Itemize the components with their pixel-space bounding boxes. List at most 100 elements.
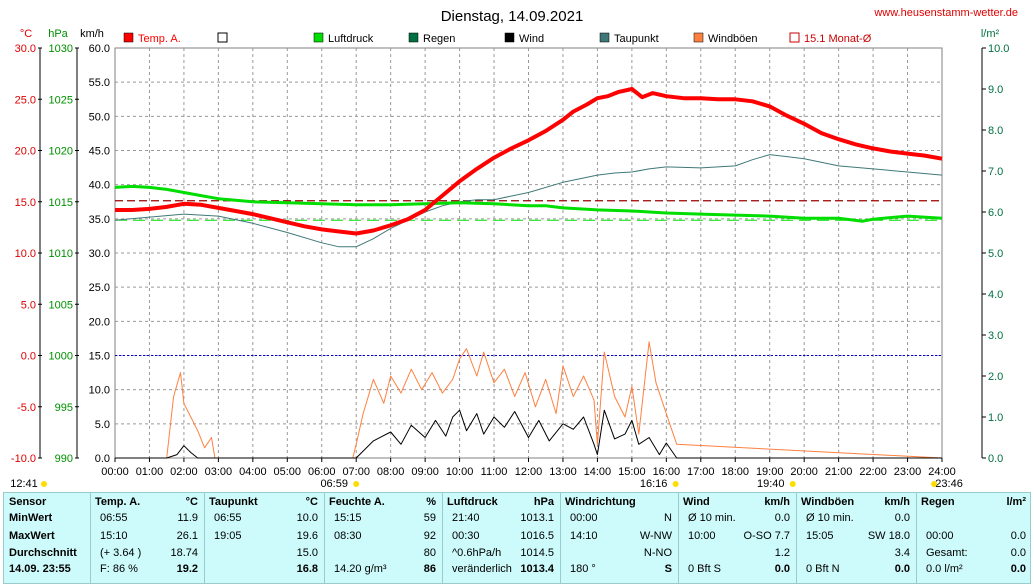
cell-value: 26.1 bbox=[176, 530, 198, 542]
cell-time: 00:30 bbox=[452, 530, 480, 542]
weather-chart: 00:00 01:00 02:00 03:00 04:00 05:00 06:00 07:00… bbox=[10, 7, 1018, 490]
table-divider bbox=[796, 493, 797, 583]
x-tick-label: 15:00 bbox=[618, 466, 646, 478]
cell-time: 00:00 bbox=[570, 512, 598, 524]
rain-tick-label: 5.0 bbox=[988, 248, 1003, 260]
cell-time: 19:05 bbox=[214, 530, 242, 542]
pressure-tick-label: 1020 bbox=[49, 146, 73, 158]
temp-tick-label: 5.0 bbox=[21, 299, 36, 311]
pressure-line bbox=[114, 184, 943, 223]
pressure-tick-label: 995 bbox=[55, 402, 73, 414]
cell-value: N bbox=[664, 512, 672, 524]
sun-marker-dot bbox=[931, 481, 938, 487]
sun-marker-label: 19:40 bbox=[757, 478, 785, 490]
cell-foot-text: 0 Bft S bbox=[688, 563, 722, 575]
cell-time: Ø 10 min. bbox=[688, 512, 736, 524]
column-title: Feuchte A. bbox=[329, 496, 385, 508]
cell-value: 1014.5 bbox=[520, 547, 554, 559]
cell-value: 59 bbox=[423, 512, 436, 524]
sun-marker-label: 06:59 bbox=[320, 478, 348, 490]
legend-label: 15.1 Monat-Ø bbox=[804, 33, 872, 45]
sun-marker-dot bbox=[789, 481, 796, 487]
temp-tick-label: 15.0 bbox=[15, 197, 36, 209]
x-tick-label: 09:00 bbox=[411, 466, 439, 478]
x-tick-label: 13:00 bbox=[549, 466, 577, 478]
temp-tick-label: 20.0 bbox=[15, 146, 36, 158]
cell-value: 15.0 bbox=[296, 547, 318, 559]
wind-tick-label: 60.0 bbox=[89, 43, 110, 55]
cell-value: 1013.1 bbox=[520, 512, 554, 524]
x-tick-label: 19:00 bbox=[756, 466, 784, 478]
column-title: Temp. A. bbox=[95, 496, 141, 508]
cell-time: 21:40 bbox=[452, 512, 480, 524]
cell-time: 08:30 bbox=[334, 530, 362, 542]
cell-foot-text: 0.0 l/m² bbox=[926, 563, 963, 575]
cell-foot-value: 0.0 bbox=[774, 563, 790, 575]
cell-time: 06:55 bbox=[214, 512, 242, 524]
x-tick-label: 01:00 bbox=[136, 466, 164, 478]
pressure-tick-label: 1015 bbox=[49, 197, 73, 209]
table-divider bbox=[442, 493, 443, 583]
x-tick-label: 07:00 bbox=[342, 466, 370, 478]
x-tick-label: 21:00 bbox=[825, 466, 853, 478]
cell-value: 1.2 bbox=[774, 547, 790, 559]
temp-tick-label: 25.0 bbox=[15, 94, 36, 106]
wind-tick-label: 15.0 bbox=[89, 351, 110, 363]
x-tick-label: 14:00 bbox=[584, 466, 612, 478]
pressure-unit: hPa bbox=[48, 28, 68, 40]
cell-value: 11.9 bbox=[177, 512, 198, 524]
temp-tick-label: 0.0 bbox=[21, 351, 36, 363]
column-unit: °C bbox=[185, 496, 198, 508]
x-tick-label: 04:00 bbox=[239, 466, 267, 478]
legend-label: Regen bbox=[423, 33, 455, 45]
column-unit: l/m² bbox=[1006, 496, 1026, 508]
cell-foot-value: 0.0 bbox=[894, 563, 910, 575]
wind-tick-label: 45.0 bbox=[89, 146, 110, 158]
gusts-line bbox=[115, 341, 943, 459]
wind-tick-label: 40.0 bbox=[89, 180, 110, 192]
cell-value: 1016.5 bbox=[520, 530, 554, 542]
pressure-tick-label: 1030 bbox=[49, 43, 73, 55]
legend-label: Windböen bbox=[708, 33, 758, 45]
rain-tick-label: 1.0 bbox=[988, 412, 1003, 424]
sun-marker-dot bbox=[672, 481, 679, 487]
column-title: Sensor bbox=[9, 496, 47, 508]
x-tick-label: 02:00 bbox=[170, 466, 198, 478]
cell-value: 10.0 bbox=[296, 512, 318, 524]
column-title: Wind bbox=[683, 496, 710, 508]
cell-foot-text: F: 86 % bbox=[100, 563, 138, 575]
column-title: Windrichtung bbox=[565, 496, 636, 508]
legend-swatch bbox=[693, 32, 704, 43]
table-divider bbox=[560, 493, 561, 583]
x-tick-label: 03:00 bbox=[205, 466, 233, 478]
cell-foot-value: 0.0 bbox=[1010, 563, 1026, 575]
legend-swatch bbox=[504, 32, 515, 43]
table-divider bbox=[678, 493, 679, 583]
pressure-tick-label: 1005 bbox=[49, 299, 73, 311]
x-tick-label: 18:00 bbox=[721, 466, 749, 478]
row-label: 14.09. 23:55 bbox=[9, 563, 71, 575]
cell-foot-value: 1013.4 bbox=[520, 563, 554, 575]
cell-time: 14:10 bbox=[570, 530, 598, 542]
rain-tick-label: 4.0 bbox=[988, 289, 1003, 301]
cell-time: ^0.6hPa/h bbox=[452, 547, 502, 559]
x-tick-label: 23:00 bbox=[894, 466, 922, 478]
cell-value: 92 bbox=[423, 530, 436, 542]
row-label: MaxWert bbox=[9, 530, 55, 542]
temp-tick-label: -5.0 bbox=[17, 402, 36, 414]
table-divider bbox=[916, 493, 917, 583]
legend-label: Wind bbox=[519, 33, 544, 45]
temp-tick-label: 10.0 bbox=[15, 248, 36, 260]
cell-time: 15:15 bbox=[334, 512, 362, 524]
rain-tick-label: 8.0 bbox=[988, 125, 1003, 137]
sun-marker-label: 16:16 bbox=[640, 478, 668, 490]
x-tick-label: 11:00 bbox=[481, 466, 508, 478]
cell-value: W-NW bbox=[639, 530, 672, 542]
column-title: Windböen bbox=[801, 496, 855, 508]
cell-value: 0.0 bbox=[774, 512, 790, 524]
cell-time: 10:00 bbox=[688, 530, 716, 542]
wind-tick-label: 35.0 bbox=[89, 214, 110, 226]
pressure-tick-label: 990 bbox=[55, 453, 73, 465]
x-tick-label: 17:00 bbox=[687, 466, 715, 478]
cell-value: O-SO 7.7 bbox=[743, 530, 790, 542]
